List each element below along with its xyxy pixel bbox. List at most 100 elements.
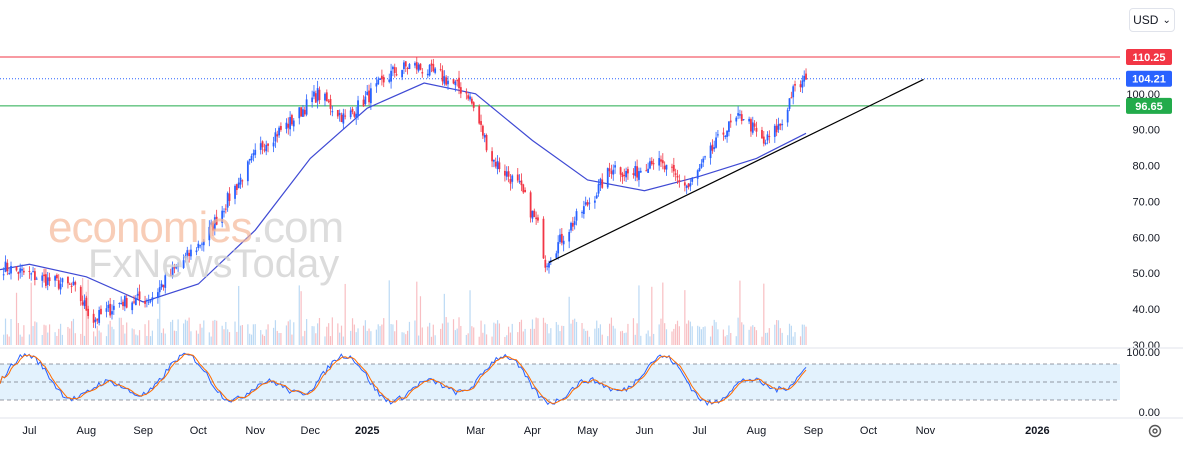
volume-bar bbox=[531, 319, 534, 345]
volume-bar bbox=[302, 336, 304, 345]
time-tick-label: 2025 bbox=[355, 425, 379, 437]
candle-body bbox=[663, 165, 666, 170]
candle-body bbox=[404, 61, 407, 67]
candle-body bbox=[792, 86, 795, 98]
volume-bar bbox=[623, 333, 625, 345]
candle-body bbox=[10, 265, 12, 274]
price-tick-label: 70.00 bbox=[1132, 196, 1160, 208]
candle-body bbox=[72, 281, 75, 286]
volume-bar bbox=[537, 318, 539, 345]
candle-body bbox=[208, 226, 211, 241]
candle-body bbox=[221, 210, 224, 223]
candle-body bbox=[638, 171, 640, 180]
volume-bar bbox=[21, 336, 23, 345]
time-tick-label: Dec bbox=[301, 425, 321, 437]
volume-bar bbox=[183, 323, 185, 345]
candle-body bbox=[739, 114, 741, 116]
volume-bar bbox=[506, 335, 508, 345]
volume-bar bbox=[362, 325, 365, 345]
volume-bar bbox=[238, 285, 240, 345]
volume-bar bbox=[388, 280, 390, 345]
volume-bar bbox=[19, 334, 21, 345]
volume-bar bbox=[561, 325, 563, 345]
volume-bar bbox=[137, 335, 139, 345]
candle-body bbox=[109, 303, 112, 316]
candle-body bbox=[263, 149, 266, 151]
candle-body bbox=[702, 158, 705, 163]
candle-body bbox=[382, 76, 385, 83]
candle-body bbox=[645, 170, 648, 172]
candle-body bbox=[327, 100, 330, 102]
volume-bar bbox=[408, 321, 411, 345]
candle-body bbox=[79, 286, 82, 302]
candle-body bbox=[30, 273, 33, 275]
candle-body bbox=[122, 301, 124, 307]
candle-body bbox=[147, 301, 150, 303]
candle-body bbox=[522, 184, 525, 193]
volume-bar bbox=[662, 282, 664, 345]
volume-bar bbox=[278, 332, 280, 345]
volume-bar bbox=[210, 336, 212, 345]
volume-bar bbox=[344, 283, 346, 345]
candle-body bbox=[201, 243, 203, 245]
volume-bar bbox=[697, 325, 699, 345]
volume-bar bbox=[619, 331, 622, 345]
volume-bar bbox=[379, 326, 381, 345]
currency-selector[interactable]: USD ⌄ bbox=[1129, 8, 1175, 32]
volume-bar bbox=[594, 328, 596, 345]
volume-bar bbox=[575, 321, 578, 345]
candle-body bbox=[529, 192, 532, 218]
volume-bar bbox=[608, 323, 611, 345]
candle-body bbox=[313, 91, 315, 97]
volume-bar bbox=[197, 333, 199, 345]
candle-body bbox=[737, 113, 739, 116]
candle-body bbox=[22, 270, 25, 273]
candle-body bbox=[671, 166, 673, 168]
candle-body bbox=[623, 174, 626, 176]
candle-body bbox=[210, 222, 213, 225]
candle-body bbox=[788, 98, 791, 109]
volume-bar bbox=[221, 325, 223, 345]
volume-bar bbox=[737, 317, 739, 345]
volume-bar bbox=[443, 293, 445, 345]
volume-bar bbox=[627, 323, 629, 345]
candle-body bbox=[766, 134, 769, 141]
volume-bar bbox=[195, 330, 198, 345]
candle-body bbox=[111, 311, 113, 315]
candle-body bbox=[362, 99, 365, 107]
volume-bar bbox=[496, 320, 499, 345]
volume-bar bbox=[491, 336, 493, 345]
volume-bar bbox=[419, 296, 422, 345]
volume-bar bbox=[434, 335, 436, 345]
gear-icon[interactable] bbox=[1147, 423, 1163, 439]
volume-bar bbox=[728, 325, 730, 345]
volume-bar bbox=[686, 323, 688, 345]
volume-bar bbox=[447, 322, 449, 345]
volume-bar bbox=[71, 321, 73, 345]
candle-body bbox=[366, 91, 369, 95]
candle-body bbox=[45, 274, 47, 286]
volume-bar bbox=[507, 326, 510, 345]
volume-bar bbox=[151, 330, 153, 345]
candle-body bbox=[162, 284, 165, 288]
volume-bar bbox=[473, 327, 475, 345]
candle-body bbox=[481, 125, 484, 136]
candle-body bbox=[349, 110, 352, 118]
volume-bar bbox=[225, 321, 227, 345]
volume-bar bbox=[653, 333, 655, 345]
volume-bar bbox=[416, 281, 418, 345]
candle-body bbox=[627, 169, 629, 174]
volume-bar bbox=[395, 320, 398, 345]
volume-bar bbox=[761, 336, 763, 345]
candle-body bbox=[241, 180, 244, 182]
volume-bar bbox=[698, 326, 701, 345]
volume-bar bbox=[190, 331, 192, 345]
candle-body bbox=[94, 319, 97, 322]
time-tick-label: Nov bbox=[245, 425, 265, 437]
volume-bar bbox=[340, 325, 343, 345]
candle-body bbox=[118, 303, 121, 305]
candle-body bbox=[15, 266, 18, 271]
trendline bbox=[548, 78, 924, 264]
candle-body bbox=[59, 283, 62, 290]
